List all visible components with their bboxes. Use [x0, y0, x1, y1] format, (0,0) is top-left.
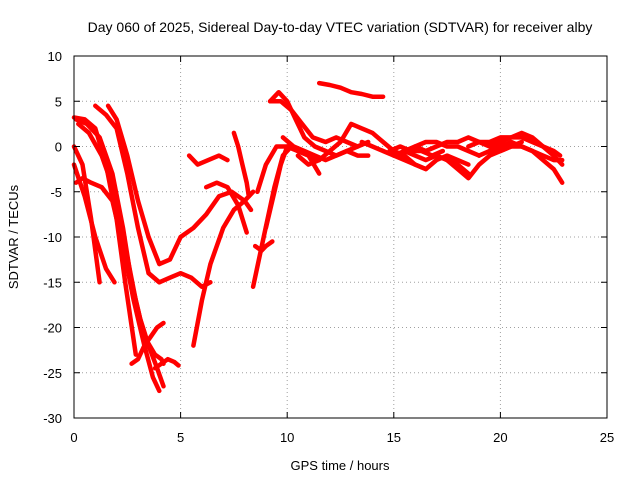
series-track-17 [252, 239, 275, 253]
series-track-26 [387, 144, 446, 158]
x-tick-label: 15 [387, 430, 401, 445]
y-tick-label: 10 [48, 49, 62, 64]
series-track-21 [267, 99, 371, 149]
chart-title: Day 060 of 2025, Sidereal Day-to-day VTE… [88, 19, 593, 35]
series-track-11 [152, 356, 181, 371]
series-track-20 [267, 89, 371, 158]
series-track-14 [203, 180, 249, 235]
y-tick-label: -25 [43, 366, 62, 381]
series-track-24 [295, 121, 429, 172]
series-track-06 [73, 175, 162, 394]
y-axis-label: SDTVAR / TECUs [6, 184, 21, 289]
x-tick-label: 10 [280, 430, 294, 445]
series-track-34 [498, 144, 565, 163]
x-tick-label: 0 [70, 430, 77, 445]
series-track-12 [191, 189, 256, 348]
series-track-27 [391, 153, 471, 172]
series-track-09 [146, 270, 213, 290]
series-track-23 [316, 80, 386, 99]
series-track-05 [71, 162, 117, 285]
series-track-13 [186, 153, 230, 167]
series-track-16 [250, 144, 294, 290]
x-axis-label: GPS time / hours [291, 458, 390, 473]
x-tick-label: 5 [177, 430, 184, 445]
series-track-10 [129, 320, 166, 366]
y-tick-label: -10 [43, 230, 62, 245]
series-track-04 [71, 144, 102, 285]
y-tick-label: -5 [50, 185, 62, 200]
y-tick-label: 5 [55, 94, 62, 109]
series-track-19 [263, 144, 322, 231]
x-tick-label: 25 [600, 430, 614, 445]
y-tick-label: -30 [43, 411, 62, 426]
series-track-33 [487, 130, 565, 167]
y-tick-label: -15 [43, 275, 62, 290]
y-tick-label: 0 [55, 140, 62, 155]
data-series [71, 80, 565, 394]
series-track-29 [412, 135, 503, 154]
y-tick-label: -20 [43, 321, 62, 336]
series-track-15 [231, 130, 252, 199]
x-tick-label: 20 [493, 430, 507, 445]
axes: 0 5 10 15 20 25 -30 -25 -20 -15 -10 -5 0 5 10 [43, 49, 614, 445]
